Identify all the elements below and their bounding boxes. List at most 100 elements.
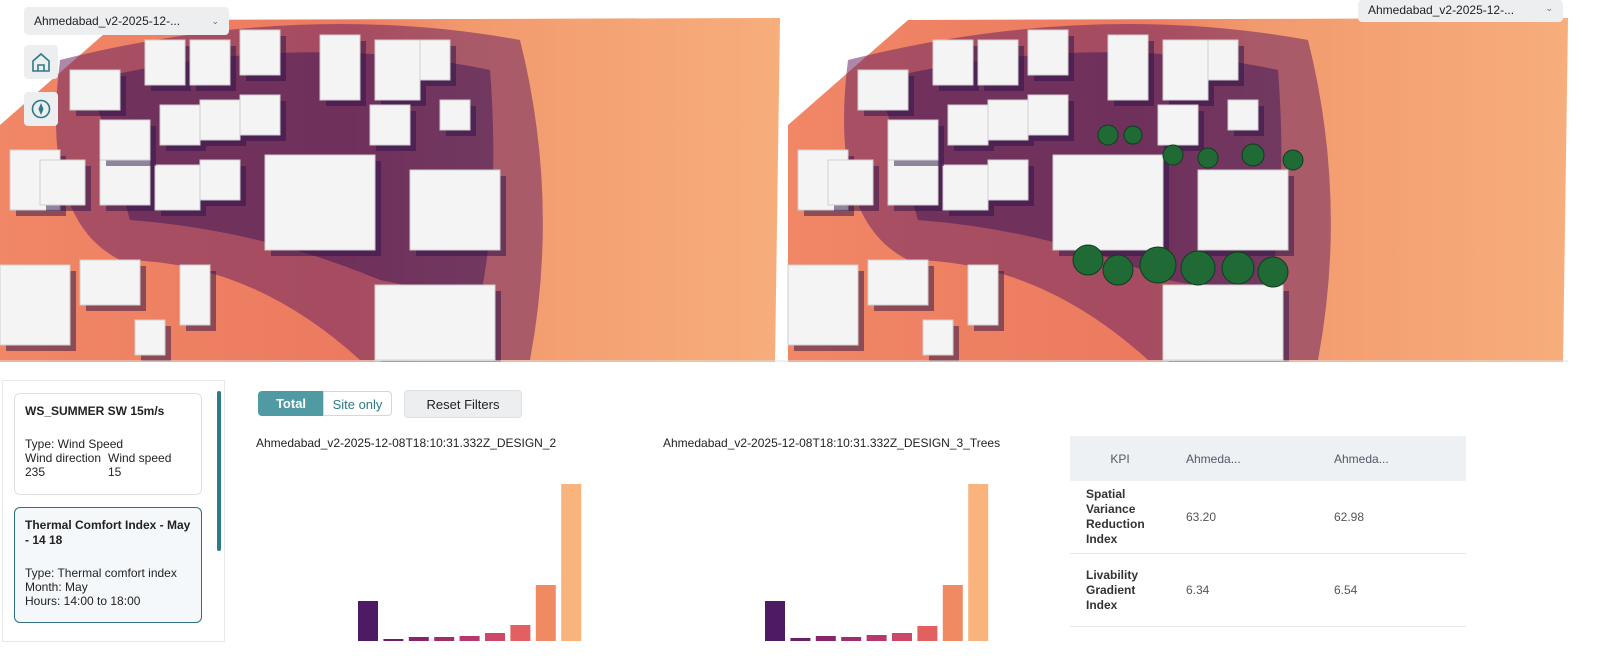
building	[1052, 154, 1164, 251]
bar	[561, 484, 582, 641]
select-text: Ahmedabad_v2-2025-12-...	[1368, 3, 1515, 17]
card-line: Type: Wind Speed	[25, 437, 124, 451]
viewports	[0, 18, 1568, 362]
compass-button[interactable]	[24, 92, 58, 126]
scrollbar[interactable]	[217, 391, 221, 551]
building	[154, 164, 201, 211]
building	[419, 39, 451, 81]
tree	[1221, 251, 1255, 285]
tree	[1257, 256, 1289, 288]
building	[1162, 39, 1209, 101]
table-row: Spatial Variance Reduction Index 63.20 62.…	[1070, 481, 1466, 554]
building	[932, 39, 974, 86]
card-title: WS_SUMMER SW 15m/s	[25, 404, 165, 418]
reset-filters[interactable]: Reset Filters	[404, 390, 522, 418]
kpi-value: 63.20	[1170, 481, 1318, 554]
building	[967, 264, 999, 326]
scenario-card[interactable]: WS_SUMMER SW 15m/s Type: Wind Speed Wind…	[14, 393, 202, 495]
bar	[535, 585, 556, 641]
building	[199, 159, 241, 201]
bar	[358, 601, 378, 641]
building	[787, 264, 859, 346]
building	[144, 39, 186, 86]
building	[374, 39, 421, 101]
building	[942, 164, 989, 211]
tree	[1180, 250, 1216, 286]
bar	[942, 585, 963, 641]
bar	[841, 637, 862, 641]
tree	[1102, 254, 1134, 286]
building	[179, 264, 211, 326]
building	[1162, 284, 1284, 361]
card-line: Type: Thermal comfort index	[25, 566, 177, 580]
scenario-select[interactable]: Ahmedabad_v2-2025-12-... ⌄	[1358, 0, 1563, 22]
field-label: Wind speed	[108, 451, 172, 465]
building	[987, 159, 1029, 201]
viewport-3d[interactable]	[0, 18, 780, 362]
building	[867, 259, 929, 306]
bar	[485, 633, 505, 641]
field-value: 235	[25, 465, 46, 479]
tree	[1282, 149, 1304, 171]
toggle-total[interactable]: Total	[258, 391, 324, 416]
toggle-site[interactable]: Site only	[323, 391, 392, 416]
card-title: Thermal Comfort Index - May - 14 18	[25, 518, 191, 547]
field-label: Wind direction	[25, 451, 102, 465]
building	[39, 159, 86, 206]
table-header: Ahmeda...	[1170, 436, 1318, 481]
building	[1207, 39, 1239, 81]
building	[409, 169, 501, 251]
table-header: KPI	[1070, 436, 1170, 481]
card-line: Hours: 14:00 to 18:00	[25, 594, 141, 608]
building	[369, 104, 411, 146]
scenario-card[interactable]: Thermal Comfort Index - May - 14 18 Type…	[14, 507, 202, 623]
tree	[1162, 144, 1184, 166]
kpi-table: KPI Ahmeda... Ahmeda... Spatial Variance…	[1070, 436, 1466, 627]
tree	[1197, 147, 1219, 169]
scenario-select[interactable]: Ahmedabad_v2-2025-12-... ⌄	[24, 7, 229, 35]
field-value: 15	[108, 465, 122, 479]
card-line: Month: May	[25, 580, 88, 594]
viewport-3d[interactable]	[787, 18, 1568, 362]
compass-icon	[31, 99, 51, 119]
tree	[1139, 246, 1177, 284]
building	[199, 99, 241, 141]
histogram	[358, 484, 582, 641]
building	[159, 104, 201, 146]
bar	[765, 601, 785, 641]
table-row: Livability Gradient Index 6.34 6.54	[1070, 553, 1466, 627]
building	[189, 39, 231, 86]
building	[134, 319, 166, 356]
building	[1027, 94, 1069, 136]
building	[922, 319, 954, 356]
home-button[interactable]	[24, 45, 58, 79]
bar	[815, 636, 836, 641]
building	[99, 159, 151, 206]
building	[79, 259, 141, 306]
building	[0, 264, 71, 346]
building	[319, 34, 361, 101]
building	[99, 119, 151, 161]
kpi-value: 6.54	[1318, 553, 1466, 627]
chart-title: Ahmedabad_v2-2025-12-08T18:10:31.332Z_DE…	[256, 436, 557, 450]
kpi-name: Spatial Variance Reduction Index	[1070, 481, 1170, 554]
building	[887, 119, 939, 161]
kpi-name: Livability Gradient Index	[1070, 553, 1170, 627]
bar	[434, 637, 455, 641]
bar	[383, 639, 404, 641]
building	[69, 69, 121, 111]
building	[1197, 169, 1289, 251]
building	[374, 284, 496, 361]
building	[1227, 99, 1259, 131]
scenario-list	[2, 380, 225, 642]
building	[264, 154, 376, 251]
tree	[1241, 143, 1265, 167]
building	[827, 159, 874, 206]
tree	[1072, 244, 1104, 276]
tree	[1123, 125, 1143, 145]
building	[1107, 34, 1149, 101]
home-icon	[32, 52, 50, 72]
card-fields: Wind direction 235 Wind speed 15	[25, 451, 191, 479]
select-text: Ahmedabad_v2-2025-12-...	[34, 14, 181, 28]
